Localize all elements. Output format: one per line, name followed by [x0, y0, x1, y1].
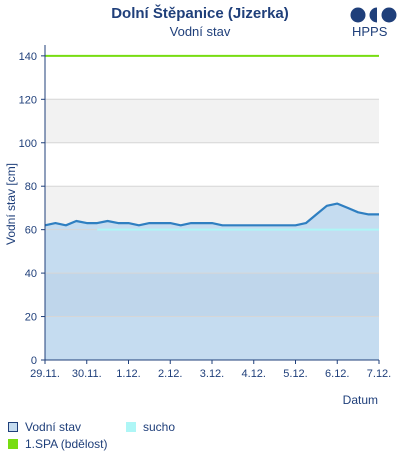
- water-level-line: [44, 202, 379, 227]
- water-level-chart: 0 20 40 60 80 100 120 140 29.11. 30.11. 1.12. 2.12…: [4, 45, 391, 407]
- y-tick-label: 120: [19, 94, 37, 106]
- y-tick-label: 140: [19, 51, 37, 63]
- legend-label-drought: sucho: [143, 420, 176, 434]
- chart-legend: Vodní stav sucho 1.SPA (bdělost): [8, 420, 398, 458]
- legend-swatch-drought: [126, 422, 136, 432]
- chart-title: Dolní Štěpanice (Jizerka): [111, 5, 289, 22]
- y-tick-label: 100: [19, 138, 37, 150]
- y-tick-label: 60: [25, 225, 37, 237]
- legend-item-drought[interactable]: sucho: [126, 420, 175, 434]
- legend-swatch-spa: [8, 439, 18, 449]
- y-axis-label: Vodní stav [cm]: [4, 163, 18, 245]
- plot-band: [45, 99, 379, 143]
- legend-swatch-water-level: [8, 422, 18, 432]
- x-axis-label: Datum: [343, 393, 378, 407]
- y-tick-label: 20: [25, 312, 37, 324]
- x-tick-label: 30.11.: [72, 368, 102, 380]
- x-tick-label: 5.12.: [283, 368, 307, 380]
- x-tick-label: 7.12.: [367, 368, 391, 380]
- y-tick-label: 0: [31, 355, 37, 367]
- x-tick-label: 6.12.: [325, 368, 349, 380]
- x-tick-label: 3.12.: [200, 368, 224, 380]
- legend-item-water-level[interactable]: Vodní stav: [8, 420, 81, 434]
- hpps-logo-icon: [350, 7, 397, 23]
- plot-band-dark: [45, 273, 379, 317]
- y-tick-label: 80: [25, 181, 37, 193]
- legend-label-water-level: Vodní stav: [25, 420, 82, 434]
- y-tick-label: 40: [25, 268, 37, 280]
- legend-label-spa: 1.SPA (bdělost): [25, 437, 108, 451]
- legend-item-spa[interactable]: 1.SPA (bdělost): [8, 437, 108, 451]
- x-tick-label: 1.12.: [116, 368, 140, 380]
- chart-subtitle: Vodní stav: [169, 24, 231, 39]
- x-tick-label: 4.12.: [242, 368, 266, 380]
- logo-text: HPPS: [352, 24, 388, 39]
- x-tick-label: 2.12.: [158, 368, 182, 380]
- x-tick-label: 29.11.: [30, 368, 60, 380]
